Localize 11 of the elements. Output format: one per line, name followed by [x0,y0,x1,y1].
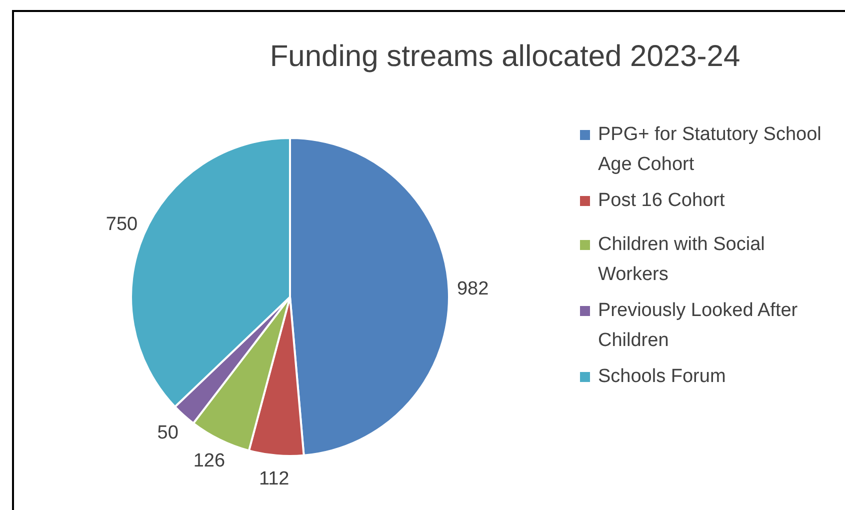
legend-label: Schools Forum [598,365,726,389]
data-label: 982 [456,278,489,300]
data-label: 50 [157,422,178,444]
data-label: 126 [193,450,226,472]
chart-title: Funding streams allocated 2023-24 [268,40,742,74]
legend-label: Post 16 Cohort [598,189,725,213]
data-label: 112 [258,468,290,490]
legend-label: Children with Social Workers [598,233,766,287]
legend-label: PPG+ for Statutory School Age Cohort [598,123,822,177]
data-label: 750 [106,214,138,236]
legend-label: Previously Looked After Children [598,299,799,353]
